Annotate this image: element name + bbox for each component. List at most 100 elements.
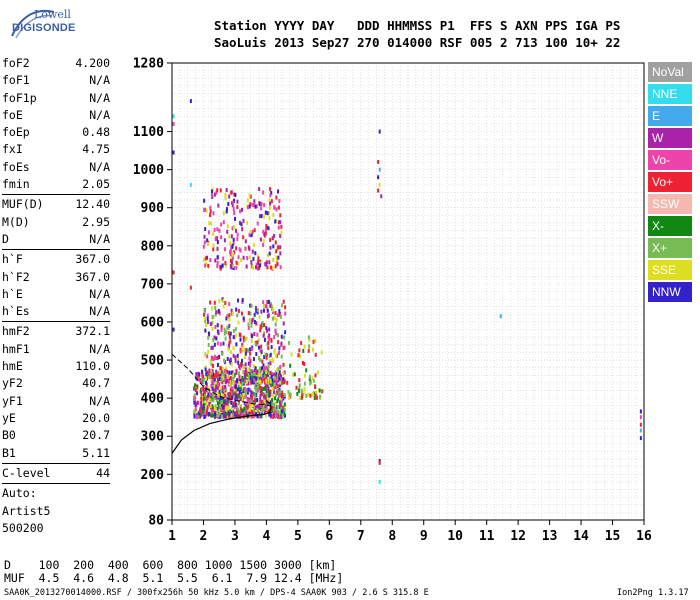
param-row: yF1 N/A: [2, 393, 110, 410]
echo-point: [238, 374, 241, 379]
echo-point: [214, 391, 217, 396]
echo-point: [212, 374, 215, 379]
param-value: N/A: [89, 159, 110, 174]
echo-point: [262, 366, 265, 371]
echo-point: [308, 344, 311, 349]
param-row: foF1p N/A: [2, 90, 110, 107]
echo-point: [281, 414, 284, 419]
echo-point: [230, 390, 233, 395]
echo-point: [232, 252, 235, 257]
echo-point: [207, 335, 210, 340]
echo-point: [218, 413, 221, 418]
echo-point: [277, 220, 280, 225]
echo-point: [279, 375, 282, 380]
echo-point: [230, 259, 233, 264]
echo-point: [197, 400, 200, 405]
echo-point: [198, 372, 201, 377]
echo-point: [240, 362, 243, 367]
echo-point: [251, 264, 254, 269]
echo-point: [281, 406, 284, 411]
echo-point: [205, 374, 208, 379]
echo-point: [279, 245, 282, 250]
y-tick-label: 300: [141, 430, 165, 445]
echo-point: [244, 373, 247, 378]
echo-point: [255, 342, 258, 347]
echo-point: [214, 258, 217, 263]
echo-point: [233, 414, 236, 419]
echo-point: [242, 364, 245, 369]
echo-point: [256, 384, 259, 389]
echo-point: [258, 372, 261, 377]
echo-point: [265, 408, 268, 413]
echo-point: [263, 370, 266, 375]
echo-point: [283, 407, 286, 412]
echo-point: [280, 393, 283, 398]
header-values-line: SaoLuis 2013 Sep27 270 014000 RSF 005 2 …: [214, 35, 621, 50]
echo-point: [237, 308, 240, 313]
echo-point: [229, 250, 232, 255]
echo-point: [228, 396, 231, 401]
echo-point: [259, 348, 262, 353]
echo-point: [248, 371, 251, 376]
echo-point: [246, 373, 249, 378]
echo-point: [280, 409, 283, 414]
echo-point: [231, 413, 234, 418]
echo-point: [240, 395, 243, 400]
echo-point: [243, 377, 246, 382]
echo-point: [213, 406, 216, 411]
echo-point: [262, 386, 265, 391]
echo-point: [226, 407, 229, 412]
echo-point: [222, 391, 225, 396]
echo-point: [201, 372, 204, 377]
echo-point: [276, 353, 279, 358]
y-tick-label: 800: [141, 239, 165, 254]
echo-point: [200, 404, 203, 409]
echo-point: [289, 363, 292, 368]
header-fields-line: Station YYYY DAY DDD HHMMSS P1 FFS S AXN…: [214, 18, 621, 33]
echo-point: [204, 396, 207, 401]
echo-point: [265, 402, 268, 407]
echo-point: [217, 330, 220, 335]
echo-point: [243, 407, 246, 412]
echo-point: [260, 214, 263, 219]
echo-point: [257, 337, 260, 342]
param-row: h`F 367.0: [2, 251, 110, 268]
echo-point: [206, 316, 209, 321]
echo-point: [318, 388, 321, 393]
echo-point: [201, 377, 204, 382]
echo-point: [249, 229, 252, 234]
echo-point: [276, 333, 279, 338]
echo-point: [279, 220, 282, 225]
echo-point: [248, 375, 251, 380]
echo-point: [235, 228, 238, 233]
echo-point: [210, 408, 213, 413]
legend-item-x-: X+: [648, 238, 692, 258]
echo-point: [226, 356, 229, 361]
echo-point: [300, 395, 303, 400]
echo-point: [242, 378, 245, 383]
echo-point: [245, 378, 248, 383]
echo-point: [290, 352, 293, 357]
echo-point: [230, 395, 233, 400]
echo-point: [193, 386, 196, 391]
echo-point: [270, 379, 273, 384]
echo-point: [314, 385, 317, 390]
echo-point: [196, 400, 199, 405]
echo-point: [241, 375, 244, 380]
echo-point: [232, 207, 235, 212]
echo-point: [210, 189, 213, 194]
echo-point: [250, 397, 253, 402]
echo-point: [278, 391, 281, 396]
echo-point: [211, 397, 214, 402]
x-tick-label: 16: [636, 529, 652, 544]
echo-point: [281, 392, 284, 397]
echo-point: [275, 219, 278, 224]
param-divider: [2, 321, 110, 323]
echo-point: [278, 378, 281, 383]
echo-point: [195, 375, 198, 380]
echo-point: [280, 402, 283, 407]
echo-point: [280, 390, 283, 395]
param-value: 367.0: [75, 252, 110, 267]
echo-point: [250, 398, 253, 403]
echo-point: [263, 355, 266, 360]
